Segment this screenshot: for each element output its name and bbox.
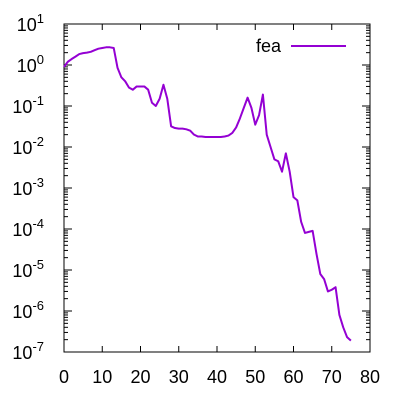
y-tick-label: 10-4 [12,216,44,240]
x-tick-label: 80 [360,367,380,387]
y-tick-label: 10-6 [12,298,44,322]
y-tick-label: 10-5 [12,257,44,281]
x-axis: 0 10 20 30 40 50 60 70 80 [59,24,380,387]
y-tick-label: 10-1 [12,93,44,117]
legend-label: fea [256,36,282,56]
x-tick-label: 10 [92,367,112,387]
series-lines [63,46,352,342]
x-tick-label: 70 [322,367,342,387]
x-tick-label: 30 [169,367,189,387]
x-tick-label: 40 [207,367,227,387]
x-tick-label: 20 [130,367,150,387]
plot-frame [63,23,371,353]
y-tick-label: 10-3 [12,175,44,199]
y-tick-label: 101 [17,11,44,35]
plot-border [63,23,371,353]
y-tick-label: 100 [17,52,44,76]
x-tick-label: 0 [59,367,69,387]
legend: fea [256,36,346,56]
y-tick-label: 10-2 [12,134,44,158]
series-line-fea [63,46,352,342]
y-axis: 10-7 10-6 10-5 10-4 10-3 10-2 10-1 100 101 [12,11,370,363]
y-tick-label: 10-7 [12,339,44,363]
x-tick-label: 50 [245,367,265,387]
x-tick-label: 60 [283,367,303,387]
